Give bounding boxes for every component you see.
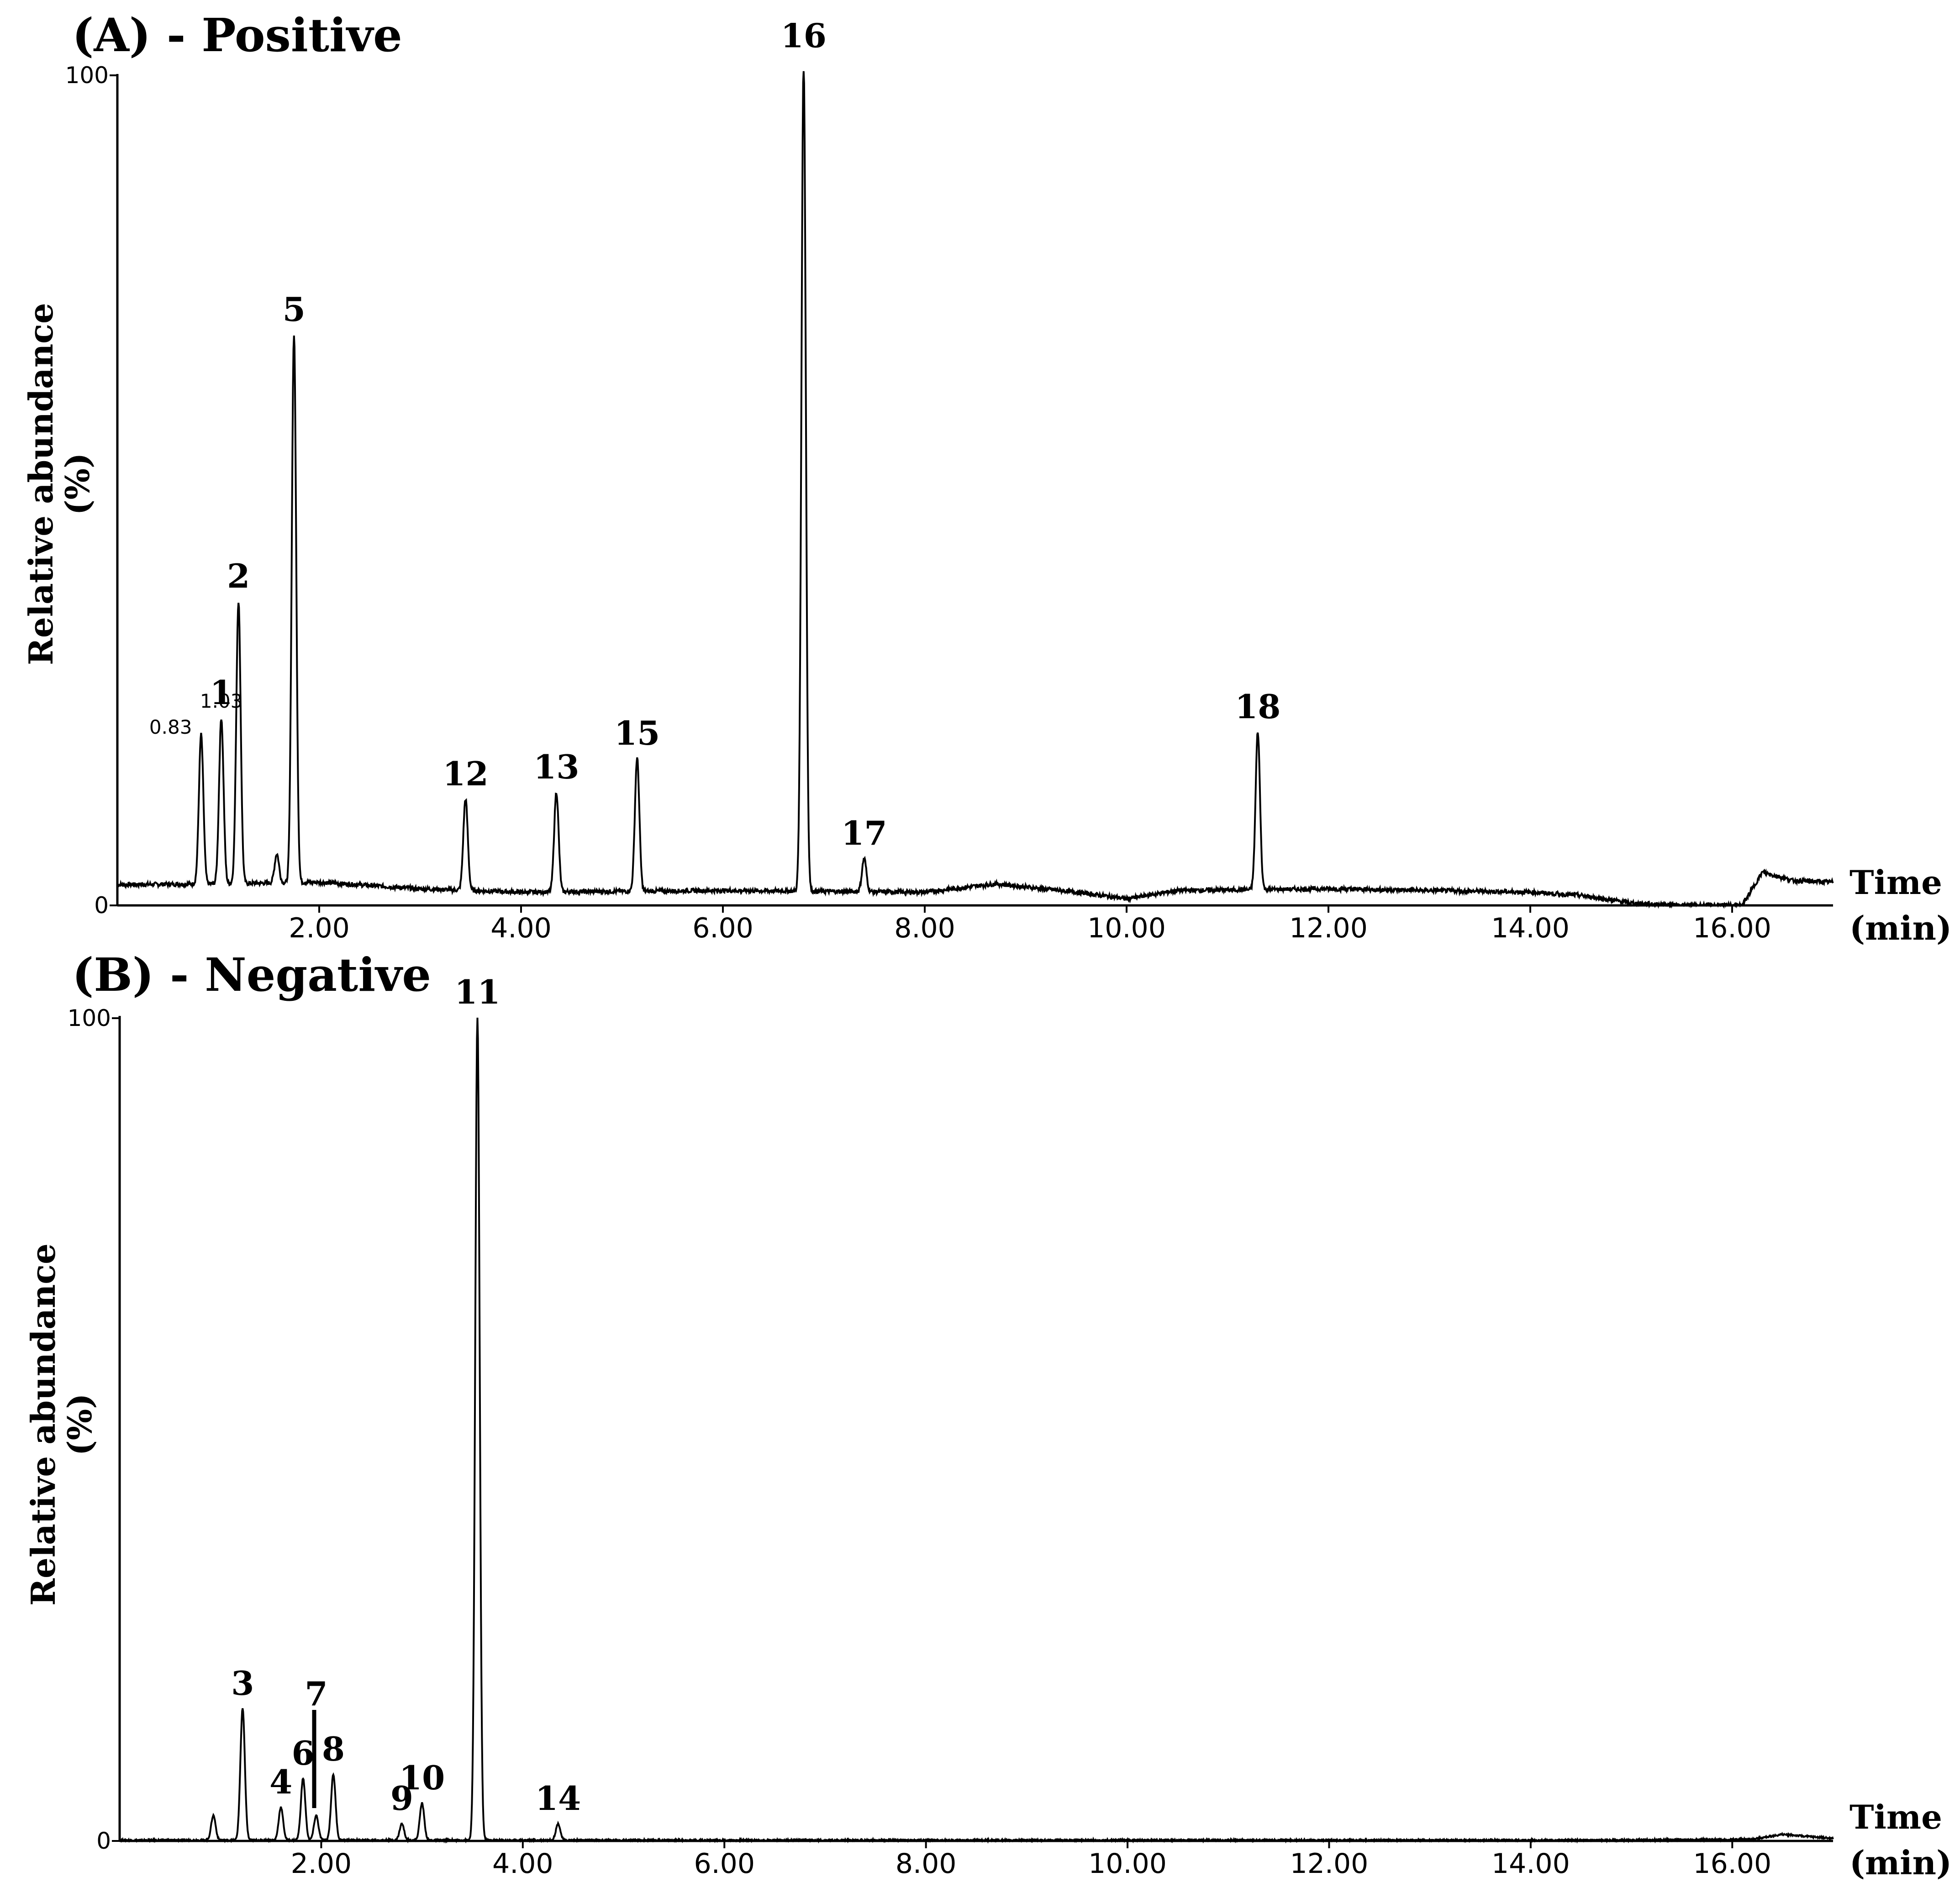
- panel-b-ylabel: Relative abundance: [24, 1243, 63, 1606]
- panel-b-xtick-label: 2.00: [291, 1848, 352, 1880]
- panel-b-xtick-label: 10.00: [1088, 1848, 1167, 1880]
- panel-a-trace: [117, 71, 1834, 909]
- panel-b-xtick-label: 16.00: [1693, 1848, 1771, 1880]
- peak-label-15: 15: [614, 714, 660, 752]
- panel-a-title: (A) - Positive: [72, 8, 402, 62]
- panel-a-xtick-label: 8.00: [894, 912, 955, 944]
- panel-b-peak-labels: 3 46 7 8 910 11 14: [231, 973, 581, 1818]
- panel-negative: (B) - Negative Relative abundance (%) 10…: [24, 948, 1952, 1882]
- panel-b-xtick-label: 12.00: [1290, 1848, 1369, 1880]
- panel-a-peak-labels: 0.83 11.03 2 5 12 13 15 16 17 18: [149, 16, 1280, 852]
- panel-a-xtick-label: 2.00: [289, 912, 350, 944]
- panel-b-ytick-100: 100: [68, 1005, 111, 1031]
- panel-a-xtick-label: 10.00: [1087, 912, 1166, 944]
- panel-a-ylabel-unit: (%): [58, 453, 97, 515]
- peak-label-10: 10: [399, 1758, 445, 1797]
- peak-label-9: 9: [390, 1779, 413, 1818]
- panel-a-xtick-label: 14.00: [1491, 912, 1570, 944]
- retention-time-label: 0.83: [149, 716, 192, 738]
- panel-positive: (A) - Positive Relative abundance (%) 10…: [21, 8, 1952, 947]
- panel-a-xtick-label: 6.00: [692, 912, 753, 944]
- panel-b-xtick-label: 14.00: [1491, 1848, 1570, 1880]
- peak-label-16: 16: [781, 16, 827, 55]
- panel-b-ytick-0: 0: [96, 1828, 111, 1854]
- panel-b-xlabel: Time: [1849, 1798, 1942, 1836]
- panel-a-xtick-label: 12.00: [1289, 912, 1368, 944]
- panel-a-x-ticks: 2.00 4.00 6.00 8.00 10.00 12.00 14.00 16.00: [289, 905, 1771, 944]
- peak-label-3: 3: [231, 1664, 254, 1703]
- panel-a-ytick-0: 0: [94, 892, 109, 919]
- peak-label-11: 11: [454, 973, 500, 1011]
- peak-label-12: 12: [443, 754, 488, 793]
- panel-a-ytick-100: 100: [65, 62, 109, 89]
- panel-b-xtick-label: 4.00: [492, 1848, 553, 1880]
- peak-label-8: 8: [322, 1730, 345, 1768]
- peak-label-14: 14: [535, 1779, 581, 1818]
- panel-b-xlabel-unit: (min): [1849, 1843, 1952, 1882]
- panel-b-xtick-label: 6.00: [694, 1848, 755, 1880]
- panel-a-xlabel: Time: [1849, 863, 1942, 902]
- peak-label-4: 4: [269, 1762, 292, 1801]
- peak-label-17: 17: [841, 814, 887, 852]
- panel-b-ylabel-unit: (%): [60, 1393, 99, 1456]
- peak-label-13: 13: [533, 747, 579, 786]
- peak-label-18: 18: [1235, 687, 1280, 726]
- panel-b-trace: [119, 1017, 1834, 1844]
- panel-b-x-ticks: 2.00 4.00 6.00 8.00 10.00 12.00 14.00 16.00: [291, 1841, 1771, 1880]
- retention-time-label: 1.03: [200, 690, 243, 712]
- panel-b-xtick-label: 8.00: [896, 1848, 957, 1880]
- panel-a-xtick-label: 4.00: [490, 912, 552, 944]
- panel-a-ylabel: Relative abundance: [21, 303, 60, 665]
- peak-label-2: 2: [227, 557, 250, 595]
- panel-b-title: (B) - Negative: [72, 948, 431, 1002]
- peak-label-1: 1: [210, 673, 233, 712]
- peak-label-5: 5: [283, 290, 306, 329]
- panel-a-xlabel-unit: (min): [1849, 909, 1952, 947]
- panel-a-xtick-label: 16.00: [1693, 912, 1771, 944]
- peak-label-7: 7: [305, 1674, 327, 1713]
- peak-label-6: 6: [292, 1734, 315, 1772]
